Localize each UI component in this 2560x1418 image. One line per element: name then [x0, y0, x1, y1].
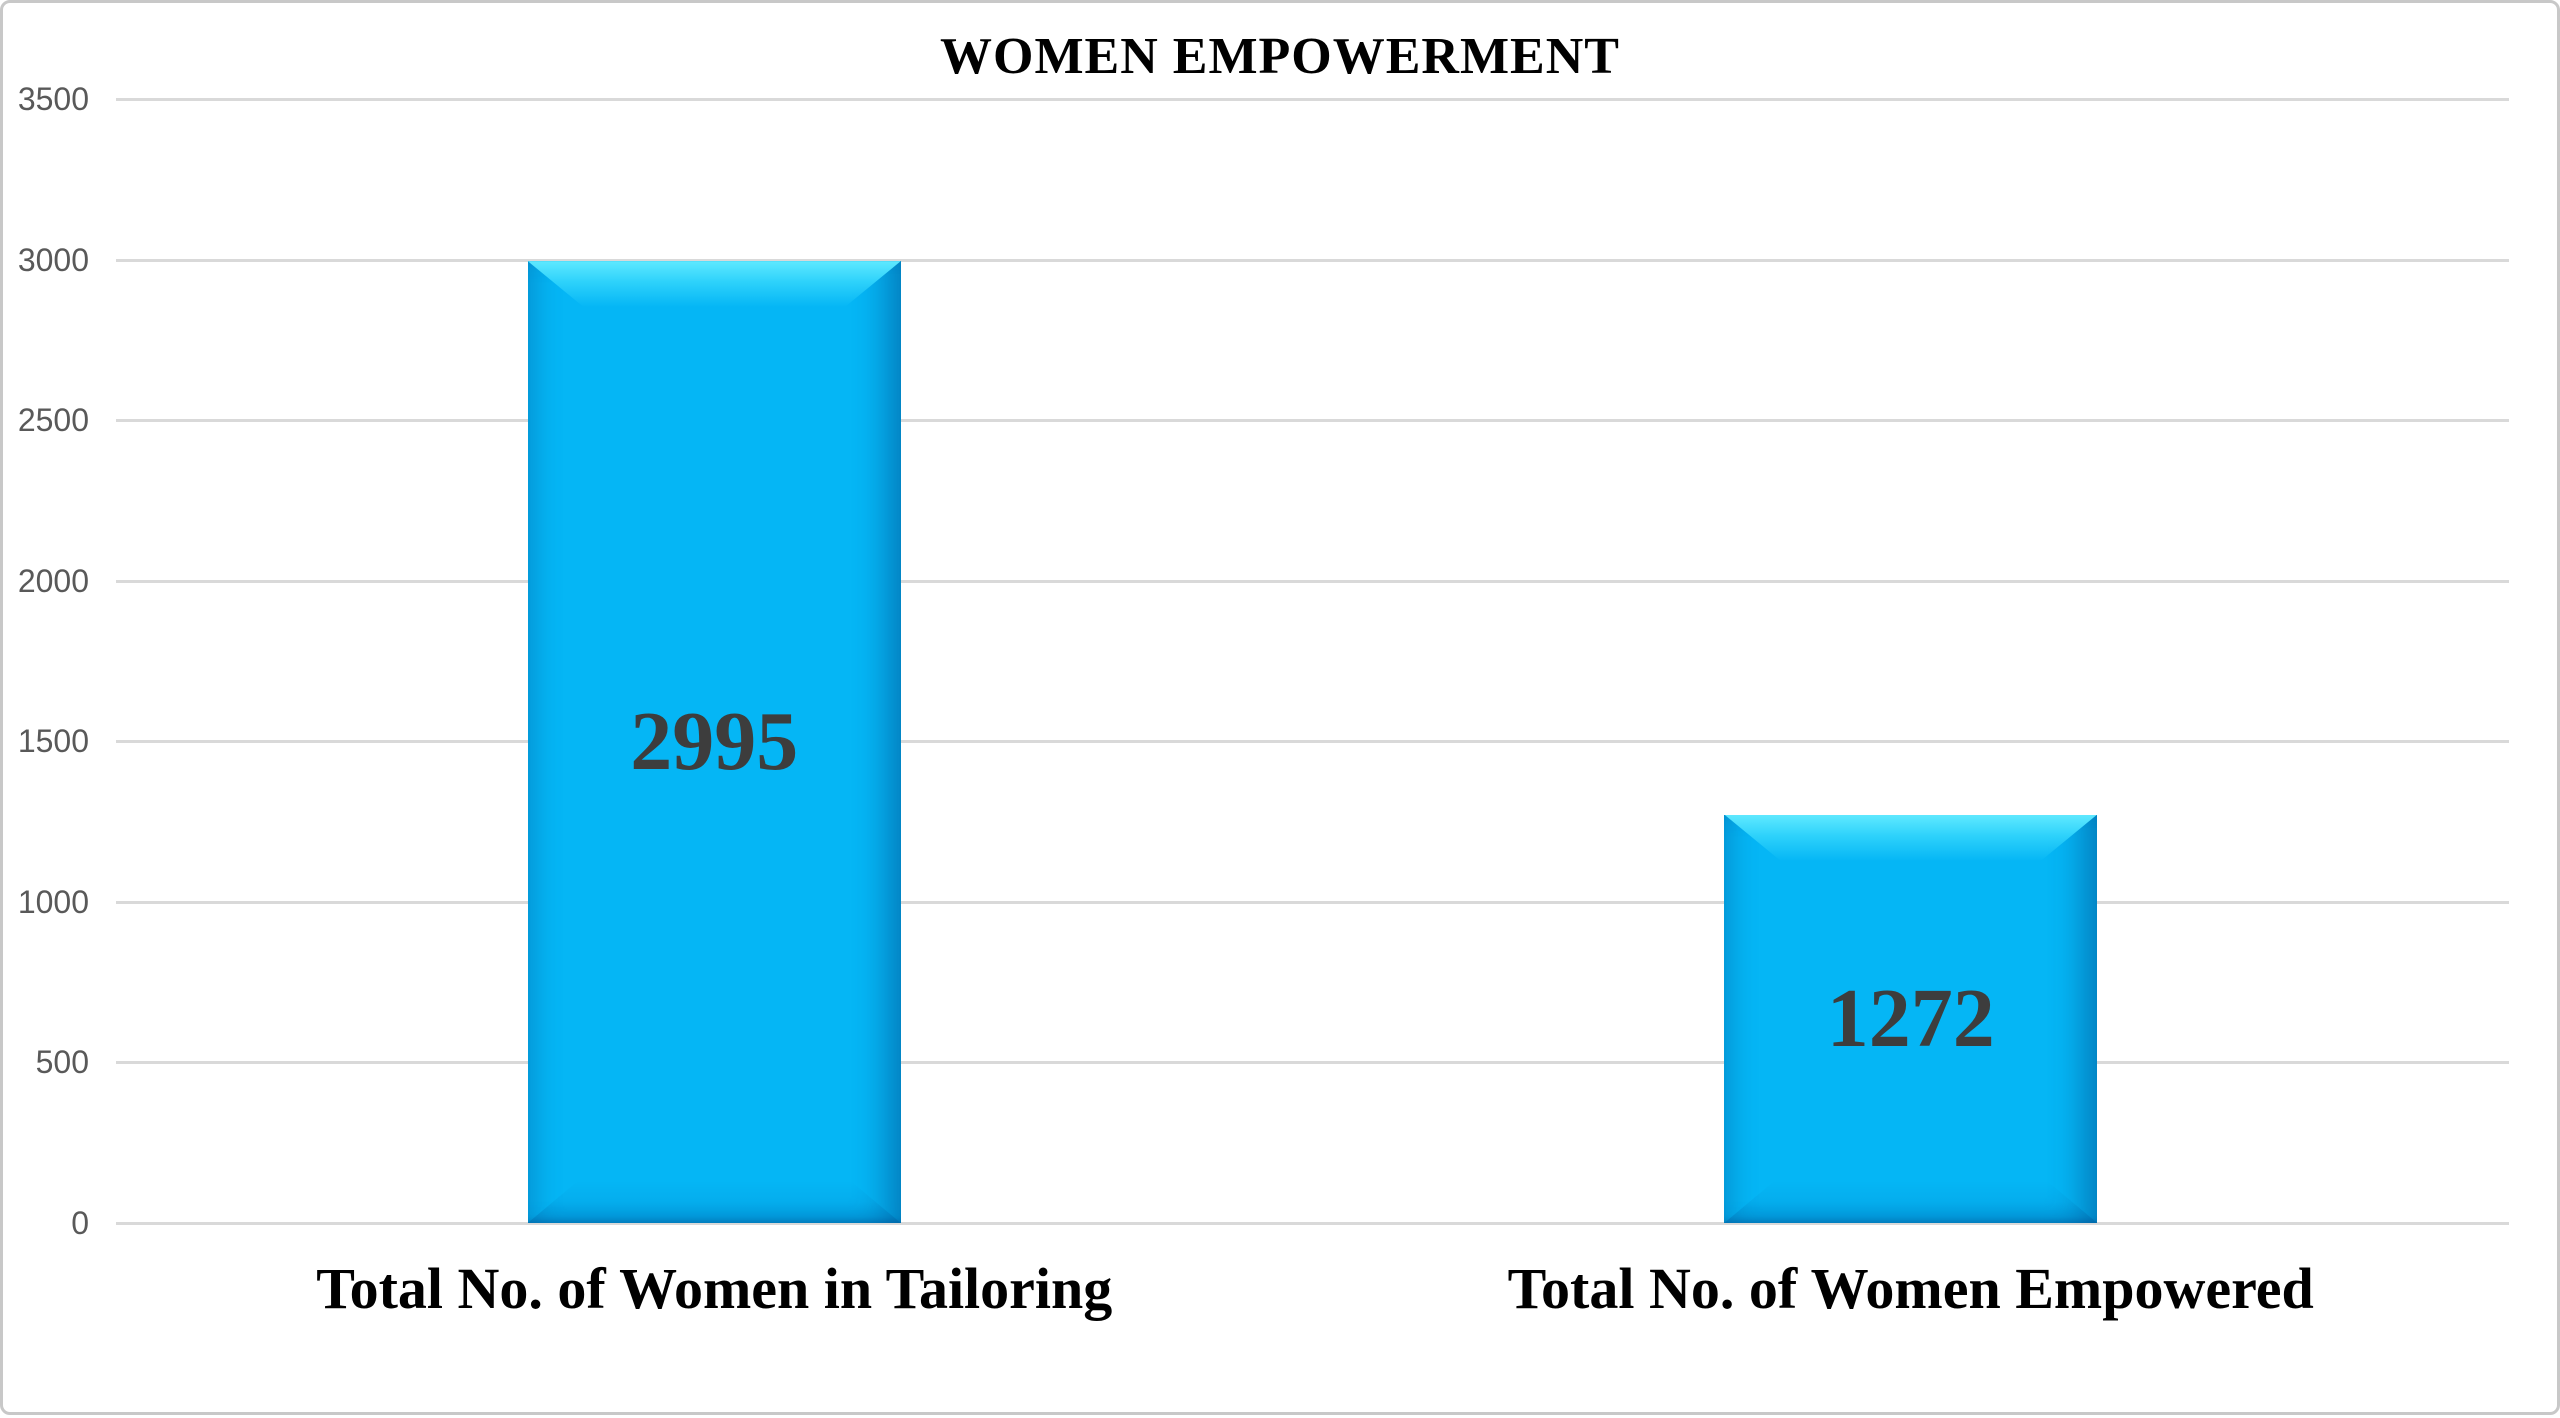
category-label-0: Total No. of Women in Tailoring — [316, 1256, 1113, 1321]
gridline-1500 — [116, 740, 2509, 744]
y-tick-label-0: 0 — [71, 1205, 89, 1241]
y-tick-label-1000: 1000 — [17, 883, 89, 920]
bar-1: 1272 — [1724, 814, 2098, 1223]
category-label-1: Total No. of Women Empowered — [1507, 1256, 2314, 1321]
gridline-500 — [116, 1061, 2509, 1065]
y-tick-label-500: 500 — [35, 1044, 89, 1081]
y-tick-label-3000: 3000 — [17, 241, 89, 278]
plot-area: 0 500 1000 1500 2000 2500 3000 3500 2995 1272 To… — [3, 3, 2560, 1418]
y-tick-label-2000: 2000 — [17, 562, 89, 599]
y-tick-label-1500: 1500 — [17, 723, 89, 760]
y-tick-label-2500: 2500 — [17, 402, 89, 439]
bar-value-label-0: 2995 — [630, 695, 799, 789]
gridline-3500 — [116, 98, 2509, 101]
y-tick-label-3500: 3500 — [17, 81, 89, 117]
chart-title: WOMEN EMPOWERMENT — [940, 28, 1620, 85]
gridline-0 — [116, 1222, 2509, 1225]
gridline-2000 — [116, 579, 2509, 583]
gridline-2500 — [116, 419, 2509, 423]
gridline-1000 — [116, 900, 2509, 904]
bar-value-label-1: 1272 — [1826, 971, 1995, 1065]
bar-0: 2995 — [527, 261, 901, 1223]
gridline-3000 — [116, 258, 2509, 262]
